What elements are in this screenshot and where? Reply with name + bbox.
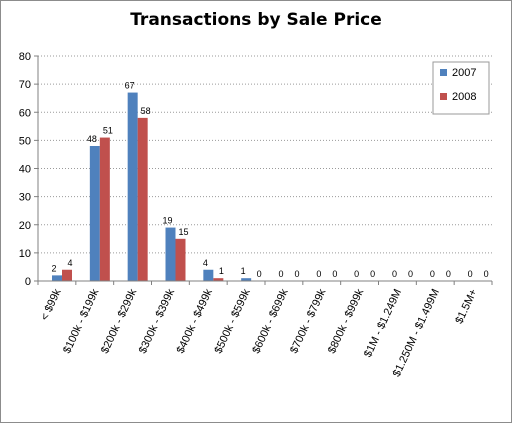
y-axis: 0 10 20 30 40 50 60 70 80 — [19, 51, 39, 288]
legend-swatch-2008 — [440, 93, 447, 100]
x-category-label: $800k - $999k — [326, 287, 367, 356]
bar-2008 — [213, 278, 224, 281]
legend-label-2008: 2008 — [452, 91, 476, 103]
gridlines — [38, 55, 492, 254]
y-tick-label: 70 — [19, 79, 31, 91]
legend-swatch-2007 — [440, 69, 447, 76]
data-label-2008: 0 — [370, 269, 375, 279]
data-label-2008: 15 — [178, 227, 188, 237]
data-label-2008: 51 — [103, 126, 113, 136]
data-label-2007: 48 — [87, 134, 97, 144]
x-category-label: < $99k — [39, 287, 64, 323]
bar-2008 — [99, 137, 110, 281]
legend: 2007 2008 — [432, 61, 490, 115]
y-tick-label: 30 — [19, 192, 31, 204]
bar-2007 — [241, 278, 252, 281]
x-category-label: $1.5M+ — [453, 287, 480, 326]
bar-2008 — [175, 238, 186, 281]
data-label-2008: 0 — [332, 269, 337, 279]
y-tick-label: 10 — [19, 248, 31, 260]
data-labels: 2 4 48 51 67 58 19 15 4 1 1 0 0 0 0 0 0 0 0 0 0 0 0 0 — [51, 81, 488, 279]
data-label-2007: 2 — [51, 263, 56, 273]
data-label-2007: 0 — [354, 269, 359, 279]
x-category-label: $700k - $799k — [288, 287, 329, 356]
data-label-2008: 1 — [219, 266, 224, 276]
x-category-label: $1M - $1.249M — [362, 287, 404, 359]
bar-2008 — [137, 117, 148, 281]
data-label-2007: 19 — [162, 216, 172, 226]
bar-2007 — [89, 146, 100, 281]
x-category-label: $500k - $599k — [212, 287, 253, 356]
y-tick-label: 50 — [19, 135, 31, 147]
y-tick-label: 40 — [19, 164, 31, 176]
data-label-2007: 0 — [278, 269, 283, 279]
chart-title: Transactions by Sale Price — [130, 10, 382, 30]
y-tick-label: 60 — [19, 107, 31, 119]
y-tick-label: 80 — [19, 51, 31, 63]
x-category-label: $400k - $499k — [175, 287, 216, 356]
x-category-label: $100k - $199k — [61, 287, 102, 356]
bar-2007 — [127, 92, 138, 281]
data-label-2007: 0 — [392, 269, 397, 279]
data-label-2008: 0 — [484, 269, 489, 279]
data-label-2007: 4 — [203, 258, 208, 268]
bars — [52, 92, 252, 281]
data-label-2007: 67 — [125, 81, 135, 91]
data-label-2008: 4 — [67, 258, 72, 268]
data-label-2008: 0 — [408, 269, 413, 279]
bar-2007 — [203, 269, 214, 281]
data-label-2007: 1 — [241, 266, 246, 276]
data-label-2008: 0 — [257, 269, 262, 279]
y-tick-label: 20 — [19, 220, 31, 232]
x-category-label: $600k - $699k — [250, 287, 291, 356]
y-tick-label: 0 — [25, 276, 31, 288]
data-label-2007: 0 — [430, 269, 435, 279]
data-label-2007: 0 — [316, 269, 321, 279]
bar-2007 — [165, 227, 176, 281]
bar-2007 — [52, 275, 62, 281]
x-axis: < $99k$100k - $199k$200k - $299k$300k - … — [37, 280, 493, 379]
legend-label-2007: 2007 — [452, 67, 476, 79]
x-category-label: $200k - $299k — [99, 287, 140, 356]
data-label-2008: 0 — [294, 269, 299, 279]
data-label-2008: 0 — [446, 269, 451, 279]
x-category-label: $300k - $399k — [137, 287, 178, 356]
data-label-2007: 0 — [468, 269, 473, 279]
bar-2008 — [62, 269, 72, 281]
data-label-2008: 58 — [141, 106, 151, 116]
